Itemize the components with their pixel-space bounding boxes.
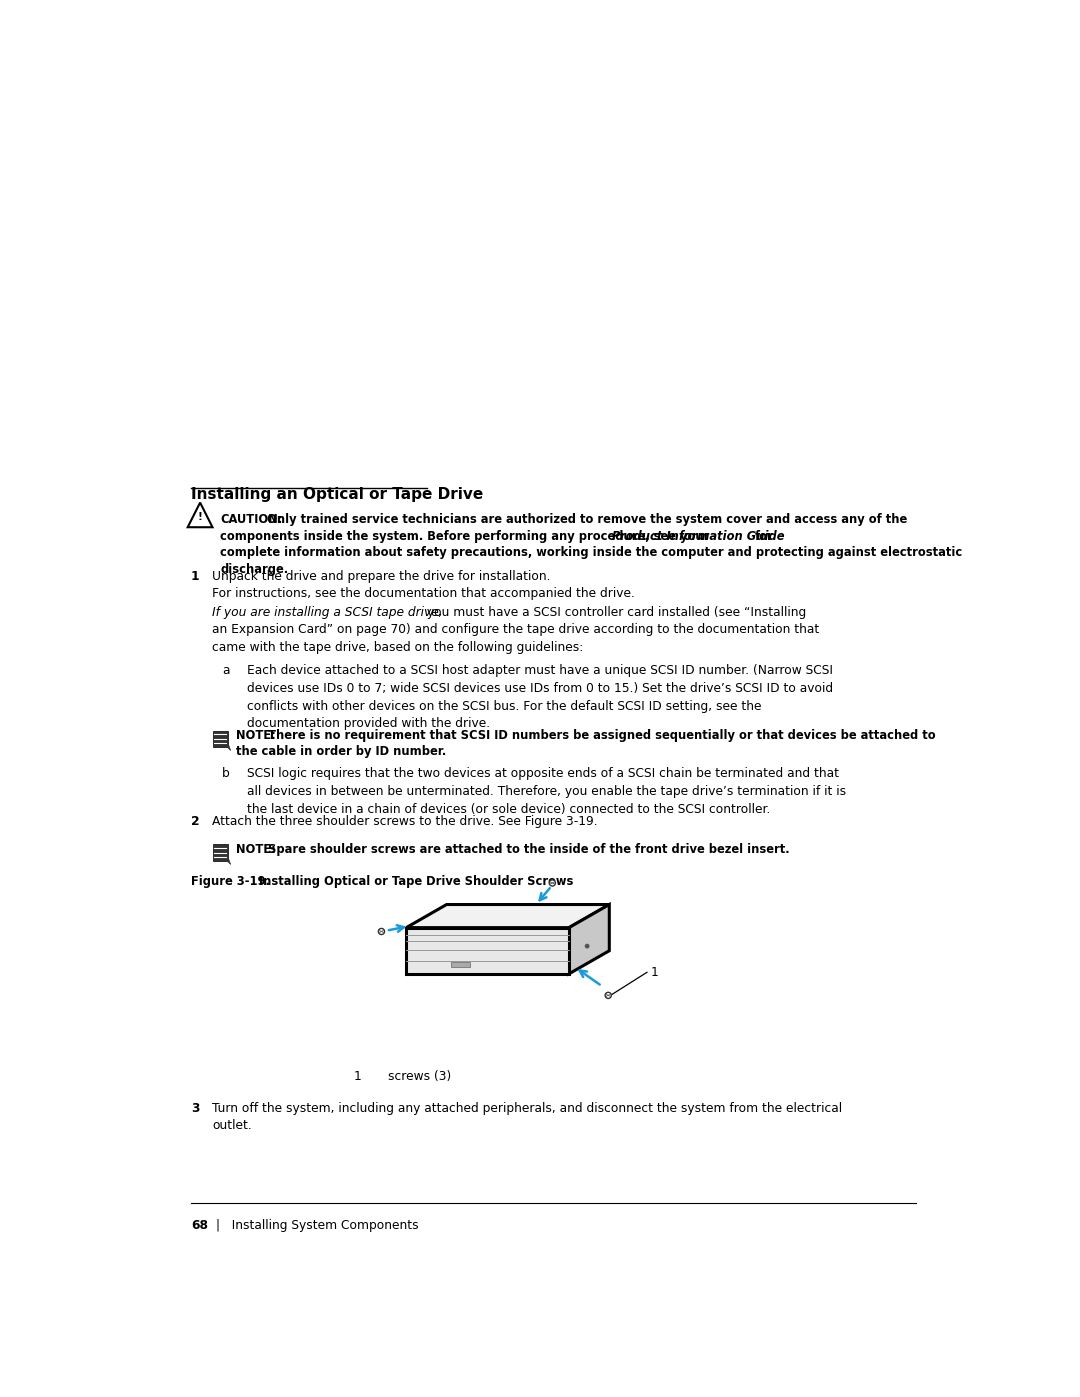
Text: b: b [221,767,230,781]
Circle shape [378,929,384,935]
Text: conflicts with other devices on the SCSI bus. For the default SCSI ID setting, s: conflicts with other devices on the SCSI… [246,700,761,712]
Text: NOTE:: NOTE: [235,842,275,856]
Text: the last device in a chain of devices (or sole device) connected to the SCSI con: the last device in a chain of devices (o… [246,803,770,816]
Polygon shape [406,928,569,974]
Text: Attach the three shoulder screws to the drive. See Figure 3-19.: Attach the three shoulder screws to the … [213,816,598,828]
Text: There is no requirement that SCSI ID numbers be assigned sequentially or that de: There is no requirement that SCSI ID num… [268,729,936,742]
Text: documentation provided with the drive.: documentation provided with the drive. [246,718,489,731]
Text: 1: 1 [191,570,200,583]
Text: Product Information Guide: Product Information Guide [611,529,784,543]
Text: Figure 3-19.: Figure 3-19. [191,876,270,888]
Text: Each device attached to a SCSI host adapter must have a unique SCSI ID number. (: Each device attached to a SCSI host adap… [246,665,833,678]
Text: 2: 2 [191,816,200,828]
Text: 1: 1 [353,1070,362,1083]
Text: components inside the system. Before performing any procedure, see your: components inside the system. Before per… [220,529,714,543]
Text: Unpack the drive and prepare the drive for installation.: Unpack the drive and prepare the drive f… [213,570,551,583]
Text: a: a [221,665,229,678]
Text: 68: 68 [191,1218,207,1232]
Text: you must have a SCSI controller card installed (see “Installing: you must have a SCSI controller card ins… [423,606,807,619]
Text: came with the tape drive, based on the following guidelines:: came with the tape drive, based on the f… [213,641,584,654]
Text: !: ! [198,513,203,522]
Text: screws (3): screws (3) [389,1070,451,1083]
Text: For instructions, see the documentation that accompanied the drive.: For instructions, see the documentation … [213,587,635,601]
Text: SCSI logic requires that the two devices at opposite ends of a SCSI chain be ter: SCSI logic requires that the two devices… [246,767,838,781]
Text: If you are installing a SCSI tape drive,: If you are installing a SCSI tape drive, [213,606,443,619]
Circle shape [585,944,589,947]
Text: outlet.: outlet. [213,1119,253,1133]
FancyBboxPatch shape [451,963,470,967]
FancyBboxPatch shape [213,731,228,747]
Text: for: for [755,529,773,543]
Text: CAUTION:: CAUTION: [220,513,283,527]
Text: devices use IDs 0 to 7; wide SCSI devices use IDs from 0 to 15.) Set the drive’s: devices use IDs 0 to 7; wide SCSI device… [246,682,833,694]
Text: Installing an Optical or Tape Drive: Installing an Optical or Tape Drive [191,488,483,502]
Text: Spare shoulder screws are attached to the inside of the front drive bezel insert: Spare shoulder screws are attached to th… [268,842,789,856]
Circle shape [550,880,555,886]
Text: all devices in between be unterminated. Therefore, you enable the tape drive’s t: all devices in between be unterminated. … [246,785,846,798]
Text: 1: 1 [651,965,659,979]
Text: NOTE:: NOTE: [235,729,275,742]
Text: discharge.: discharge. [220,563,288,576]
Circle shape [605,992,611,999]
Text: |   Installing System Components: | Installing System Components [216,1218,419,1232]
Polygon shape [406,904,609,928]
Text: Only trained service technicians are authorized to remove the system cover and a: Only trained service technicians are aut… [267,513,907,527]
FancyBboxPatch shape [213,844,228,862]
Text: the cable in order by ID number.: the cable in order by ID number. [235,745,446,759]
Polygon shape [569,904,609,974]
Polygon shape [227,858,231,865]
Text: an Expansion Card” on page 70) and configure the tape drive according to the doc: an Expansion Card” on page 70) and confi… [213,623,820,637]
Text: Turn off the system, including any attached peripherals, and disconnect the syst: Turn off the system, including any attac… [213,1102,842,1115]
Text: 3: 3 [191,1102,200,1115]
Text: complete information about safety precautions, working inside the computer and p: complete information about safety precau… [220,546,962,559]
Text: Installing Optical or Tape Drive Shoulder Screws: Installing Optical or Tape Drive Shoulde… [259,876,573,888]
Polygon shape [227,745,231,750]
